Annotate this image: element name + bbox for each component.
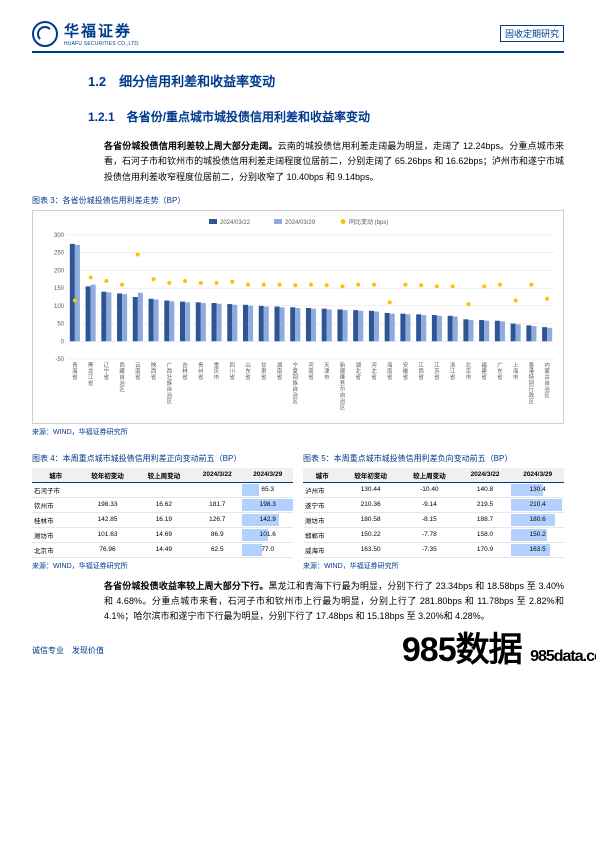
- svg-text:湖南省: 湖南省: [277, 361, 283, 381]
- svg-text:江苏省: 江苏省: [434, 362, 440, 381]
- svg-text:江西省: 江西省: [418, 362, 424, 381]
- chart3-source: 来源：WIND，华福证券研究所: [32, 427, 564, 437]
- svg-text:青海省: 青海省: [72, 361, 78, 381]
- svg-text:同比变动 (bps): 同比变动 (bps): [349, 218, 388, 226]
- svg-text:海南省: 海南省: [387, 361, 393, 381]
- doc-type-badge: 固收定期研究: [500, 25, 564, 42]
- svg-text:200: 200: [54, 268, 65, 274]
- svg-text:广东省: 广东省: [497, 361, 503, 381]
- paragraph-1: 各省份城投债信用利差较上周大部分走阔。云南的城投债信用利差走阔最为明显，走阔了 …: [104, 139, 564, 185]
- svg-text:宁夏回族自治区: 宁夏回族自治区: [293, 361, 299, 405]
- svg-text:湖北省: 湖北省: [355, 361, 361, 381]
- svg-text:云南省: 云南省: [135, 362, 141, 381]
- svg-text:北京市: 北京市: [466, 361, 472, 381]
- paragraph-2: 各省份城投债收益率较上周大部分下行。黑龙江和青海下行最为明显，分别下行了 23.…: [104, 579, 564, 625]
- table5-source: 来源：WIND，华福证券研究所: [303, 561, 564, 571]
- svg-text:天津市: 天津市: [324, 362, 330, 381]
- watermark-main: 985数据 985data.com: [402, 622, 596, 671]
- subsection-number: 1.2.1: [88, 110, 115, 124]
- logo: 华福证券 HUAFU SECURITIES CO.,LTD.: [32, 20, 140, 47]
- svg-text:河南省: 河南省: [308, 361, 314, 381]
- svg-text:上海市: 上海市: [513, 361, 519, 381]
- svg-text:四川省: 四川省: [230, 362, 236, 381]
- table5-title: 图表 5：本周重点城市城投债信用利差负向变动前五（BP）: [303, 453, 564, 464]
- footer-slogan: 诚信专业 发现价值: [32, 646, 104, 655]
- svg-text:广西壮族自治区: 广西壮族自治区: [167, 361, 173, 405]
- svg-text:重庆市: 重庆市: [214, 361, 220, 381]
- svg-text:50: 50: [57, 321, 64, 327]
- svg-text:新疆维吾尔自治区: 新疆维吾尔自治区: [340, 361, 346, 411]
- svg-text:2024/03/29: 2024/03/29: [285, 220, 316, 226]
- subsection-title: 各省份/重点城市城投债信用利差和收益率变动: [127, 110, 370, 124]
- chart3: -50 0 50 100 150 200 250 300 2024/03/22 2024/03/2…: [32, 210, 564, 424]
- svg-text:辽宁省: 辽宁省: [104, 361, 110, 381]
- paragraph-1-lead: 各省份城投债信用利差较上周大部分走阔。: [104, 141, 278, 151]
- chart3-title: 图表 3：各省份城投债信用利差走势（BP）: [32, 195, 564, 206]
- svg-text:河北省: 河北省: [371, 361, 377, 381]
- svg-text:福建省: 福建省: [481, 361, 487, 381]
- svg-text:内蒙古自治区: 内蒙古自治区: [544, 361, 550, 399]
- svg-text:吉林省: 吉林省: [182, 362, 188, 381]
- svg-text:250: 250: [54, 251, 65, 257]
- svg-text:贵州省: 贵州省: [198, 361, 204, 381]
- svg-text:浙江省: 浙江省: [450, 361, 456, 381]
- svg-text:150: 150: [54, 286, 65, 292]
- section-number: 1.2: [88, 74, 106, 89]
- svg-text:黑龙江省: 黑龙江省: [88, 362, 94, 387]
- logo-icon: [32, 21, 58, 47]
- svg-text:安徽省: 安徽省: [403, 361, 409, 381]
- company-name-cn: 华福证券: [64, 20, 140, 41]
- table4: 城市较年初变动较上周变动2024/3/222024/3/29石河子市65.3钦州…: [32, 468, 293, 558]
- svg-text:-50: -50: [55, 357, 64, 363]
- table5: 城市较年初变动较上周变动2024/3/222024/3/29泸州市130.44-…: [303, 468, 564, 558]
- section-1-2-heading: 1.2 细分信用利差和收益率变动: [88, 71, 564, 90]
- svg-text:山东省: 山东省: [245, 361, 251, 381]
- page-header: 华福证券 HUAFU SECURITIES CO.,LTD. 固收定期研究: [32, 20, 564, 53]
- svg-text:香港特别行政区: 香港特别行政区: [529, 361, 535, 405]
- company-name-en: HUAFU SECURITIES CO.,LTD.: [64, 41, 140, 47]
- svg-text:0: 0: [61, 339, 65, 345]
- svg-text:2024/03/22: 2024/03/22: [220, 220, 251, 226]
- table4-source: 来源：WIND，华福证券研究所: [32, 561, 293, 571]
- section-1-2-1-heading: 1.2.1 各省份/重点城市城投债信用利差和收益率变动: [88, 108, 564, 125]
- section-title: 细分信用利差和收益率变动: [119, 74, 275, 89]
- svg-text:甘肃省: 甘肃省: [261, 361, 267, 381]
- paragraph-2-lead: 各省份城投债收益率较上周大部分下行。: [104, 581, 268, 591]
- svg-text:西藏自治区: 西藏自治区: [119, 362, 125, 393]
- table4-title: 图表 4：本周重点城市城投债信用利差正向变动前五（BP）: [32, 453, 293, 464]
- svg-text:300: 300: [54, 233, 65, 239]
- svg-text:100: 100: [54, 304, 65, 310]
- svg-text:陕西省: 陕西省: [151, 361, 157, 381]
